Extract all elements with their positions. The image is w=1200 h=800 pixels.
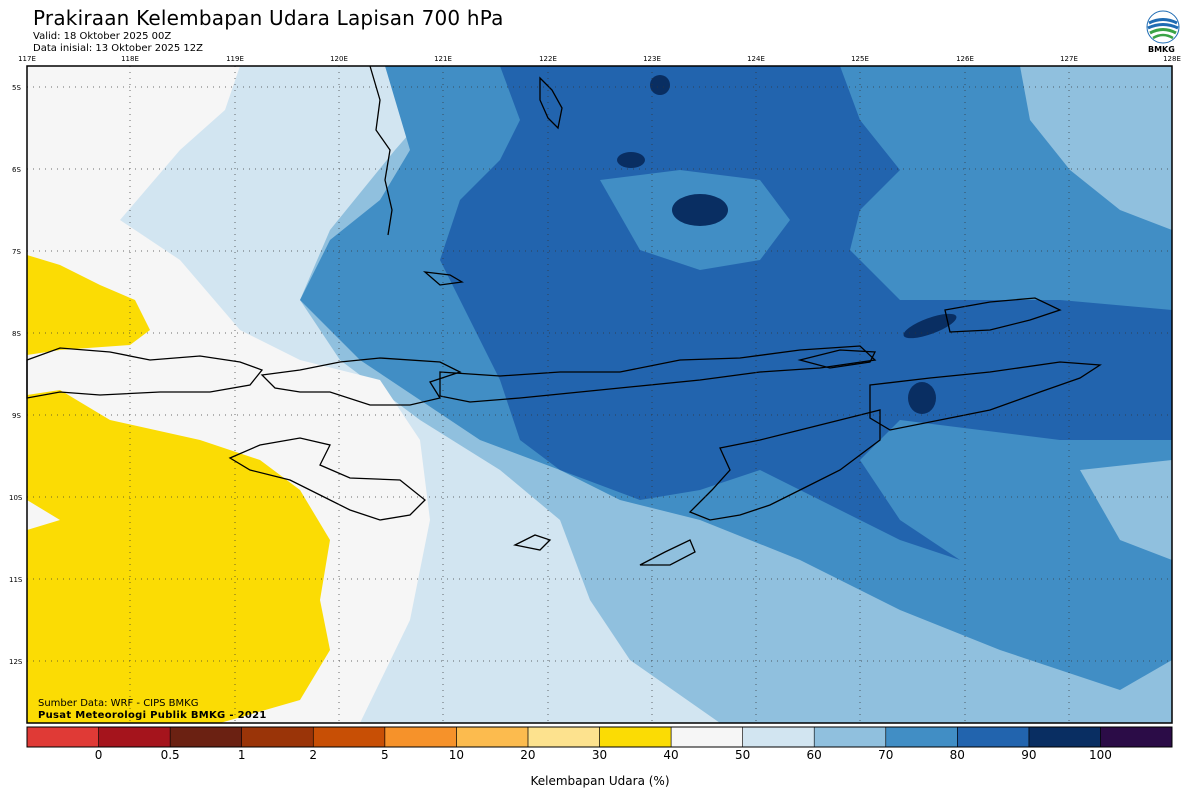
lat-label: 9S (12, 412, 21, 420)
colorbar-label: 1 (237, 748, 246, 762)
field-90-100-a (672, 194, 728, 226)
colorbar-label: 90 (1021, 748, 1037, 762)
lon-label: 125E (851, 55, 869, 63)
colorbar-swatch (456, 726, 529, 748)
colorbar-label: 50 (734, 748, 751, 762)
colorbar-label: 0.5 (160, 748, 180, 762)
field-90-100-b (617, 152, 645, 168)
colorbar (26, 726, 1173, 748)
lon-label: 127E (1060, 55, 1078, 63)
lat-label: 10S (9, 494, 23, 502)
lat-label: 12S (9, 658, 23, 666)
coastline-alor (797, 349, 877, 369)
field-30-40-west (27, 255, 150, 355)
colorbar-swatch (98, 726, 171, 748)
lon-label: 120E (330, 55, 348, 63)
lat-label: 11S (9, 576, 23, 584)
colorbar-label: 0 (94, 748, 103, 762)
coastline-sumbawa (260, 357, 462, 406)
coastline-lombok-west (26, 347, 264, 399)
colorbar-swatch (599, 726, 672, 748)
coastline-kalao (422, 271, 464, 286)
lat-labels: 5S 6S 7S 8S 9S 10S 11S 12S (9, 84, 23, 666)
lat-label: 8S (12, 330, 21, 338)
colorbar-label: 100 (1088, 748, 1112, 762)
colorbar-swatch (957, 726, 1030, 748)
colorbar-swatch (1028, 726, 1101, 748)
colorbar-label: 70 (878, 748, 894, 762)
coastline-buton (539, 76, 563, 130)
colorbar-title: Kelembapan Udara (%) (530, 774, 670, 788)
field-60-70-east (1020, 66, 1172, 230)
field-90-100-e (903, 313, 957, 339)
coastlines (26, 65, 1102, 566)
lon-label: 119E (226, 55, 244, 63)
data-source: Sumber Data: WRF - CIPS BMKG (38, 698, 199, 709)
valid-time: Valid: 18 Oktober 2025 00Z (33, 31, 172, 42)
lon-label: 118E (121, 55, 139, 63)
colorbar-swatch (742, 726, 815, 748)
field-90-100-d (908, 382, 936, 414)
map-title: Prakiraan Kelembapan Udara Lapisan 700 h… (33, 6, 504, 30)
colorbar-swatch (384, 726, 457, 748)
coastline-sumba (228, 437, 426, 521)
lon-label: 123E (643, 55, 661, 63)
graticule (27, 66, 1172, 723)
lon-label: 126E (956, 55, 974, 63)
coastline-tanimbar (944, 297, 1062, 333)
initial-time: Data inisial: 13 Oktober 2025 12Z (33, 43, 203, 54)
bmkg-logo-icon (1144, 10, 1184, 60)
colorbar-label: 60 (806, 748, 822, 762)
colorbar-swatch (312, 726, 386, 748)
lat-label: 5S (12, 84, 21, 92)
colorbar-swatch (169, 726, 242, 748)
field-60-70-southeast (1080, 460, 1172, 560)
colorbar-swatch (885, 726, 958, 748)
colorbar-frame (26, 726, 1173, 748)
institution: Pusat Meteorologi Publik BMKG - 2021 (38, 710, 267, 721)
map-frame (26, 65, 1173, 724)
colorbar-label: 30 (591, 748, 608, 762)
field-90-100-c (650, 75, 670, 95)
colorbar-swatch (26, 726, 99, 748)
bmkg-logo-text: BMKG (1148, 45, 1175, 54)
colorbar-label: 40 (663, 748, 679, 762)
colorbar-swatch (241, 726, 314, 748)
coastline-timor (688, 409, 881, 521)
coastline-wetar-timorleste (869, 361, 1102, 431)
lon-labels: 117E 118E 119E 120E 121E 122E 123E 124E … (18, 55, 1181, 63)
colorbar-label: 2 (309, 748, 318, 762)
lat-label: 7S (12, 248, 21, 256)
coastline-rote (639, 539, 696, 566)
colorbar-swatch (527, 726, 600, 748)
field-30-40-southwest (27, 390, 330, 723)
colorbar-label: 80 (949, 748, 965, 762)
lon-label: 128E (1163, 55, 1181, 63)
lon-label: 117E (18, 55, 36, 63)
coastline-flores (439, 345, 877, 403)
lat-label: 6S (12, 166, 21, 174)
humidity-field (27, 66, 1172, 723)
colorbar-swatch (670, 726, 743, 748)
colorbar-swatch (813, 726, 887, 748)
coastline-sulawesi-south (369, 65, 393, 236)
lon-label: 122E (539, 55, 557, 63)
colorbar-label: 20 (520, 748, 536, 762)
colorbar-label: 5 (380, 748, 389, 762)
colorbar-label: 10 (448, 748, 465, 762)
colorbar-swatch (1100, 726, 1173, 748)
coastline-sawu (513, 534, 552, 551)
lon-label: 124E (747, 55, 765, 63)
lon-label: 121E (434, 55, 452, 63)
